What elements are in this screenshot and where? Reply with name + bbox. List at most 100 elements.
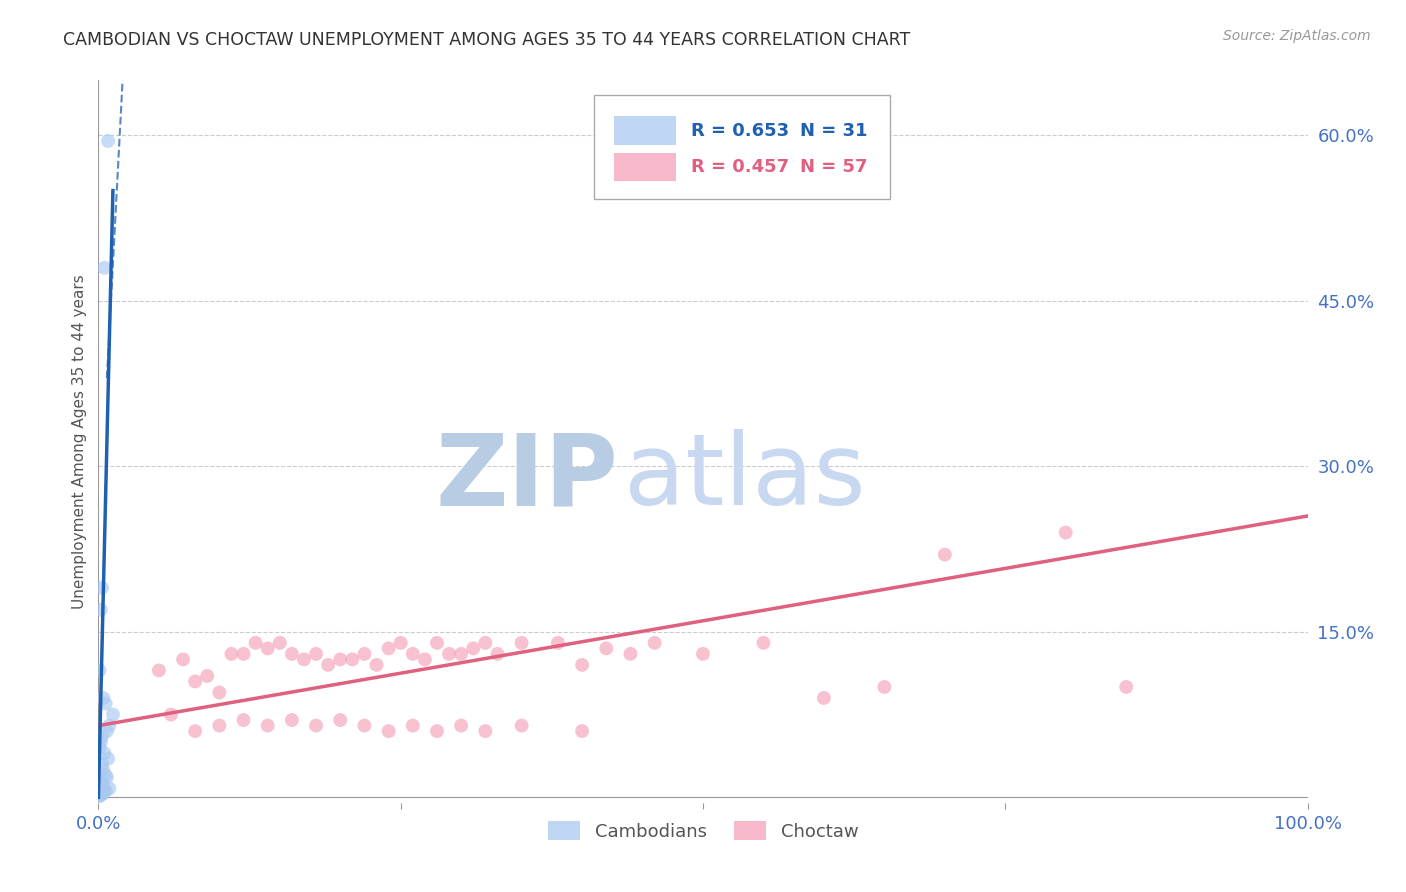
Point (256, 718, 278, 732)
Point (160, 707, 183, 722)
Point (413, 652, 436, 666)
Point (97, 134, 120, 148)
Point (232, 713, 254, 727)
Point (94, 768, 117, 782)
Point (93, 260, 115, 275)
FancyBboxPatch shape (613, 117, 676, 145)
Point (91, 787, 114, 801)
Point (90, 785, 112, 799)
Text: atlas: atlas (624, 429, 866, 526)
Point (91, 581, 114, 595)
Point (292, 652, 315, 666)
Point (96, 771, 118, 785)
Point (89, 780, 111, 795)
Legend: Cambodians, Choctaw: Cambodians, Choctaw (540, 814, 866, 848)
Point (172, 652, 194, 666)
Point (463, 641, 485, 656)
Point (510, 636, 533, 650)
Point (450, 718, 472, 732)
Text: R = 0.653: R = 0.653 (690, 122, 789, 140)
Point (90, 787, 112, 801)
Point (305, 647, 328, 661)
Point (402, 647, 425, 661)
Point (934, 548, 956, 562)
Point (402, 718, 425, 732)
Point (619, 647, 641, 661)
Point (98, 781, 121, 796)
Point (571, 657, 593, 672)
Point (91, 730, 114, 744)
Point (91, 779, 114, 793)
Point (93, 746, 115, 760)
Point (195, 669, 218, 683)
Point (571, 724, 593, 739)
Point (1054, 525, 1077, 540)
Point (474, 636, 496, 650)
Point (426, 724, 449, 739)
Point (281, 713, 304, 727)
Point (97, 752, 120, 766)
Point (450, 647, 472, 661)
Point (148, 664, 170, 678)
Point (486, 647, 509, 661)
Text: N = 31: N = 31 (800, 122, 868, 140)
Point (281, 647, 304, 661)
Point (89, 740, 111, 755)
Point (595, 641, 617, 656)
Point (256, 641, 278, 656)
Point (305, 718, 328, 732)
Point (269, 636, 291, 650)
Point (89, 788, 111, 802)
FancyBboxPatch shape (595, 95, 890, 200)
Point (644, 636, 666, 650)
Point (437, 647, 460, 661)
Point (353, 647, 375, 661)
Point (389, 636, 412, 650)
Point (316, 657, 339, 672)
Point (474, 724, 496, 739)
Text: Source: ZipAtlas.com: Source: ZipAtlas.com (1223, 29, 1371, 43)
Point (329, 713, 352, 727)
Point (221, 647, 243, 661)
Point (692, 647, 714, 661)
Point (329, 652, 352, 666)
Point (94, 783, 117, 797)
Point (91, 777, 114, 791)
Point (752, 636, 775, 650)
Point (96, 724, 118, 739)
Point (101, 707, 124, 722)
Point (98, 718, 121, 732)
Point (377, 641, 399, 656)
Point (547, 636, 569, 650)
Point (91, 691, 114, 706)
Point (91, 763, 114, 777)
Point (377, 724, 399, 739)
Point (89, 664, 111, 678)
Point (510, 718, 533, 732)
Text: R = 0.457: R = 0.457 (690, 158, 789, 176)
Point (90, 735, 112, 749)
Point (813, 691, 835, 706)
Point (873, 680, 896, 694)
Point (245, 636, 267, 650)
Point (208, 718, 231, 732)
Text: ZIP: ZIP (436, 429, 619, 526)
Text: N = 57: N = 57 (800, 158, 868, 176)
Point (353, 718, 375, 732)
FancyBboxPatch shape (613, 153, 676, 181)
Point (184, 724, 207, 739)
Point (90, 773, 112, 788)
Point (366, 657, 388, 672)
Y-axis label: Unemployment Among Ages 35 to 44 years: Unemployment Among Ages 35 to 44 years (72, 274, 87, 609)
Point (93, 786, 115, 800)
Point (232, 647, 254, 661)
Point (94, 697, 117, 711)
Point (208, 685, 231, 699)
Point (184, 674, 207, 689)
Point (91, 757, 114, 772)
Point (90, 603, 112, 617)
Point (426, 636, 449, 650)
Point (89, 789, 111, 804)
Text: CAMBODIAN VS CHOCTAW UNEMPLOYMENT AMONG AGES 35 TO 44 YEARS CORRELATION CHART: CAMBODIAN VS CHOCTAW UNEMPLOYMENT AMONG … (63, 31, 911, 49)
Point (1115, 680, 1137, 694)
